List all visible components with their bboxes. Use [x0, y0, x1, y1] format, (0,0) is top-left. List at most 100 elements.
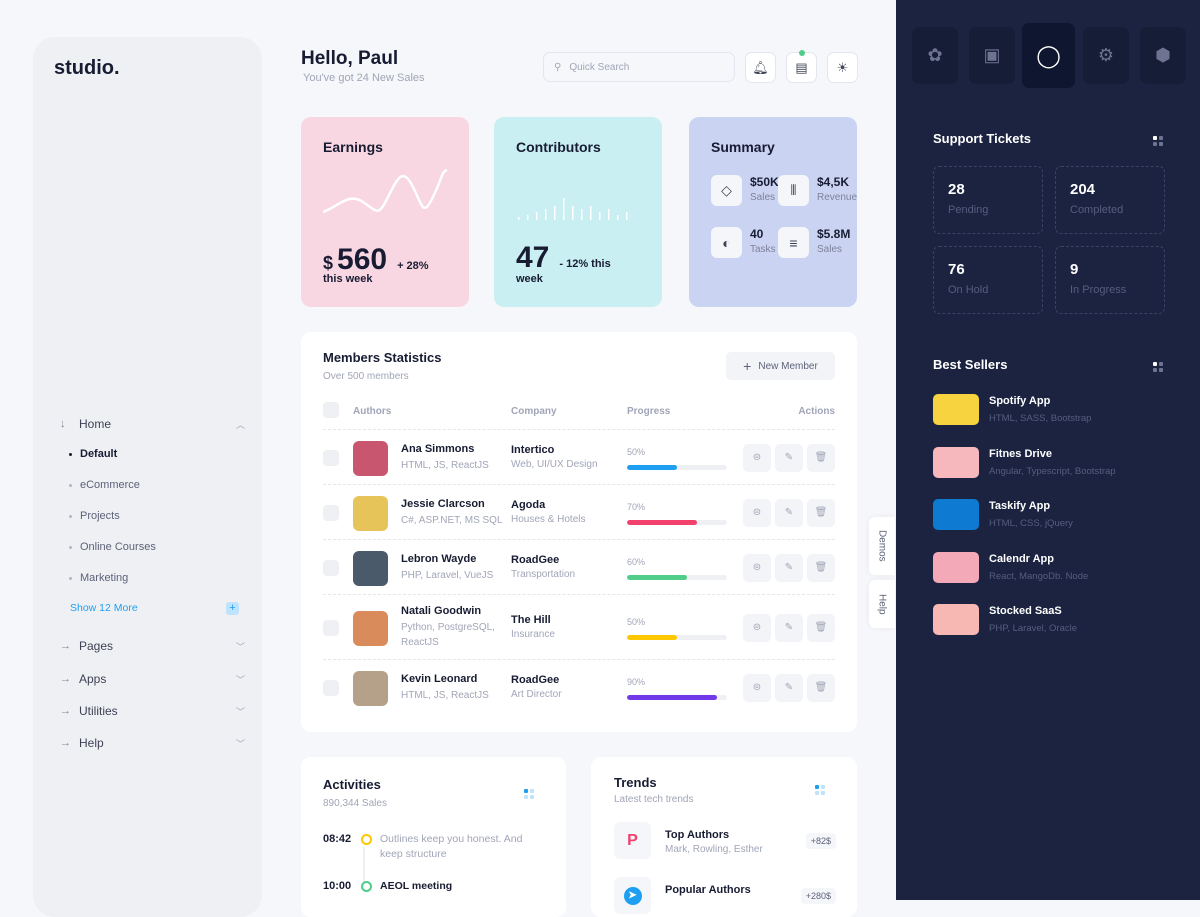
contributor-bar — [536, 212, 538, 220]
search-placeholder: Quick Search — [569, 61, 630, 73]
help-tab[interactable]: Help — [869, 580, 895, 628]
contributor-bar — [563, 198, 565, 220]
app-button-1[interactable]: ✿ — [912, 27, 958, 84]
ticket-value: 28 — [948, 181, 965, 198]
author-name[interactable]: Ana Simmons — [401, 443, 475, 455]
nav-pages[interactable]: → Pages ﹀ — [60, 635, 245, 657]
earnings-value: 560 — [337, 243, 388, 276]
search-input[interactable]: ⚲ Quick Search — [543, 52, 735, 82]
delete-button[interactable]: 🗑︎ — [807, 613, 835, 642]
edit-button[interactable]: ✎ — [775, 613, 803, 642]
pencil-icon: ✎ — [784, 507, 794, 518]
trend-item[interactable]: P Top Authors Mark, Rowling, Esther +82$ — [614, 822, 836, 862]
ticket-in-progress[interactable]: 9 In Progress — [1055, 246, 1165, 314]
sub-item-ecommerce[interactable]: eCommerce — [69, 479, 140, 491]
delete-button[interactable]: 🗑︎ — [807, 443, 835, 472]
demos-tab[interactable]: Demos — [869, 517, 895, 575]
arrow-down-icon: ↓ — [60, 418, 66, 430]
arrow-right-icon: → — [60, 640, 71, 652]
ticket-value: 204 — [1070, 181, 1096, 198]
app-button-2[interactable]: ▣ — [969, 27, 1015, 84]
delete-button[interactable]: 🗑︎ — [807, 673, 835, 702]
author-name[interactable]: Natali Goodwin — [401, 605, 482, 617]
select-all-checkbox[interactable] — [323, 402, 339, 418]
ticket-pending[interactable]: 28 Pending — [933, 166, 1043, 234]
seller-name: Stocked SaaS — [989, 605, 1062, 617]
messages-button[interactable]: ▤ — [786, 50, 817, 83]
menu-icon[interactable] — [524, 789, 534, 799]
toggle-button[interactable]: ⊜ — [743, 613, 771, 642]
best-seller-item[interactable]: Stocked SaaS PHP, Laravel, Oracle — [933, 604, 1077, 635]
avatar — [353, 550, 388, 586]
author-name[interactable]: Kevin Leonard — [401, 673, 478, 685]
edit-button[interactable]: ✎ — [775, 443, 803, 472]
menu-icon[interactable] — [1153, 136, 1163, 146]
menu-icon[interactable] — [815, 785, 825, 795]
delete-button[interactable]: 🗑︎ — [807, 553, 835, 582]
best-seller-item[interactable]: Fitnes Drive Angular, Typescript, Bootstr… — [933, 446, 1116, 478]
chevron-down-icon: ﹀ — [235, 674, 245, 685]
trend-item[interactable]: ➤ Popular Authors +280$ — [614, 877, 836, 917]
timeline-line — [363, 847, 365, 887]
app-button-3-active[interactable]: ◯ — [1022, 23, 1075, 88]
greeting-subtitle: You've got 24 New Sales — [303, 72, 425, 84]
ring-icon: ◯ — [1036, 42, 1061, 68]
new-member-button[interactable]: + New Member — [726, 352, 835, 380]
notifications-button[interactable]: 🔔︎ — [745, 52, 776, 83]
contributors-bars — [518, 198, 628, 220]
avatar — [353, 440, 388, 476]
panel-subtitle: Latest tech trends — [614, 794, 694, 805]
toggle-button[interactable]: ⊜ — [743, 498, 771, 527]
row-checkbox[interactable] — [323, 504, 339, 521]
nav-label: Home — [79, 417, 112, 431]
row-checkbox[interactable] — [323, 619, 339, 636]
edit-button[interactable]: ✎ — [775, 498, 803, 527]
col-company: Company — [511, 406, 557, 417]
edit-button[interactable]: ✎ — [775, 673, 803, 702]
nav-utilities[interactable]: → Utilities ﹀ — [60, 700, 245, 722]
company-name: Intertico — [511, 443, 555, 456]
trash-icon: 🗑︎ — [814, 452, 828, 463]
contributor-bar — [626, 212, 628, 220]
nav-help[interactable]: → Help ﹀ — [60, 732, 245, 754]
summary-value: $4,5K — [817, 175, 850, 189]
toggle-button[interactable]: ⊜ — [743, 443, 771, 472]
summary-card: Summary ◇ $50K Sales ⦀ $4,5K Revenue ◐ 40 Tasks ≡… — [689, 117, 857, 307]
contributor-bar — [518, 217, 520, 220]
best-seller-item[interactable]: Calendr App React, MangoDb. Node — [933, 551, 1088, 583]
ticket-completed[interactable]: 204 Completed — [1055, 166, 1165, 234]
app-button-5[interactable]: ⬢ — [1140, 27, 1186, 84]
best-seller-item[interactable]: Taskify App HTML, CSS, jQuery — [933, 499, 1073, 530]
app-button-4[interactable]: ⚙ — [1083, 27, 1129, 84]
sub-item-online-courses[interactable]: Online Courses — [69, 541, 156, 553]
edit-button[interactable]: ✎ — [775, 553, 803, 582]
show-more-link[interactable]: Show 12 More — [70, 602, 138, 614]
table-row: Lebron Wayde PHP, Laravel, VueJS RoadGee… — [323, 540, 835, 595]
menu-icon[interactable] — [1153, 362, 1163, 372]
plus-icon[interactable]: + — [226, 602, 239, 615]
author-name[interactable]: Lebron Wayde — [401, 553, 477, 565]
ticket-label: Completed — [1070, 204, 1124, 216]
delete-button[interactable]: 🗑︎ — [807, 498, 835, 527]
activities-panel: Activities 890,344 Sales 08:42 Outlines k… — [301, 757, 566, 917]
ticket-value: 9 — [1070, 261, 1079, 278]
best-seller-item[interactable]: Spotify App HTML, SASS, Bootstrap — [933, 394, 1091, 425]
sub-item-default[interactable]: Default — [69, 448, 117, 460]
author-name[interactable]: Jessie Clarcson — [401, 498, 485, 510]
toggle-button[interactable]: ⊜ — [743, 553, 771, 582]
nav-apps[interactable]: → Apps ﹀ — [60, 668, 245, 690]
sub-item-marketing[interactable]: Marketing — [69, 572, 128, 584]
row-checkbox[interactable] — [323, 449, 339, 466]
nav-home[interactable]: ↓ Home ︿ — [60, 413, 245, 435]
theme-toggle[interactable]: ☀ — [827, 52, 858, 83]
row-checkbox[interactable] — [323, 679, 339, 696]
ticket-on-hold[interactable]: 76 On Hold — [933, 246, 1043, 314]
sub-item-projects[interactable]: Projects — [69, 510, 120, 522]
toggle-button[interactable]: ⊜ — [743, 673, 771, 702]
frame-icon: ▣ — [983, 45, 1001, 65]
trend-title: Top Authors — [665, 829, 730, 841]
app-thumbnail — [933, 394, 979, 425]
row-checkbox[interactable] — [323, 559, 339, 576]
pencil-icon: ✎ — [784, 682, 794, 693]
timeline-dot-icon — [361, 834, 372, 845]
